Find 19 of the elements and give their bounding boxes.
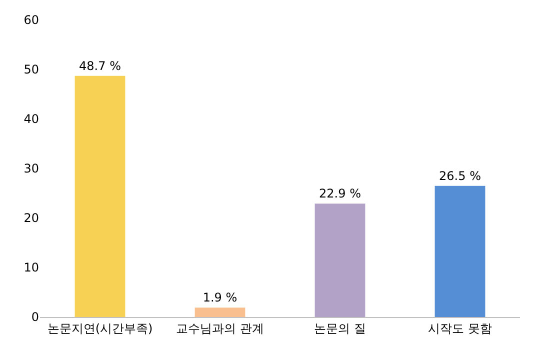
y-tick-label: 0 [31, 310, 39, 324]
y-tick-label: 10 [24, 260, 39, 275]
x-tick-label: 교수님과의 관계 [176, 321, 264, 336]
data-label: 1.9 % [202, 290, 238, 305]
data-label: 48.7 % [79, 58, 121, 73]
bar [434, 186, 486, 317]
y-tick-label: 40 [24, 112, 39, 126]
data-label: 26.5 % [439, 168, 481, 183]
x-tick-label: 시작도 못함 [428, 321, 492, 336]
bar [74, 76, 126, 317]
data-label: 22.9 % [319, 186, 361, 201]
y-tick-label: 30 [24, 162, 39, 176]
y-tick-label: 50 [24, 62, 39, 77]
bar [314, 204, 366, 317]
y-tick-label: 20 [24, 211, 39, 226]
y-tick-label: 60 [24, 13, 39, 28]
x-tick-label: 논문의 질 [314, 321, 366, 336]
x-tick-label: 논문지연(시간부족) [47, 321, 153, 336]
bar [194, 308, 246, 317]
